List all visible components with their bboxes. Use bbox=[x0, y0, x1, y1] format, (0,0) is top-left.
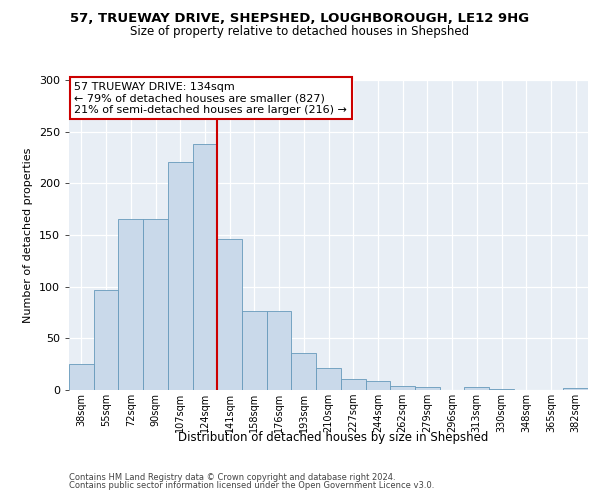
Bar bbox=[69, 364, 94, 390]
Text: Distribution of detached houses by size in Shepshed: Distribution of detached houses by size … bbox=[178, 431, 488, 444]
Bar bbox=[341, 378, 365, 390]
Bar bbox=[563, 388, 588, 390]
Bar bbox=[217, 239, 242, 390]
Text: 57 TRUEWAY DRIVE: 134sqm
← 79% of detached houses are smaller (827)
21% of semi-: 57 TRUEWAY DRIVE: 134sqm ← 79% of detach… bbox=[74, 82, 347, 115]
Bar bbox=[193, 144, 217, 390]
Y-axis label: Number of detached properties: Number of detached properties bbox=[23, 148, 33, 322]
Text: Contains public sector information licensed under the Open Government Licence v3: Contains public sector information licen… bbox=[69, 481, 434, 490]
Bar bbox=[143, 220, 168, 390]
Bar bbox=[489, 389, 514, 390]
Bar bbox=[168, 162, 193, 390]
Bar bbox=[464, 387, 489, 390]
Bar bbox=[118, 220, 143, 390]
Bar bbox=[94, 290, 118, 390]
Bar bbox=[415, 387, 440, 390]
Text: 57, TRUEWAY DRIVE, SHEPSHED, LOUGHBOROUGH, LE12 9HG: 57, TRUEWAY DRIVE, SHEPSHED, LOUGHBOROUG… bbox=[70, 12, 530, 26]
Text: Contains HM Land Registry data © Crown copyright and database right 2024.: Contains HM Land Registry data © Crown c… bbox=[69, 472, 395, 482]
Bar bbox=[316, 368, 341, 390]
Bar bbox=[242, 312, 267, 390]
Bar bbox=[292, 353, 316, 390]
Bar bbox=[267, 312, 292, 390]
Text: Size of property relative to detached houses in Shepshed: Size of property relative to detached ho… bbox=[130, 25, 470, 38]
Bar bbox=[390, 386, 415, 390]
Bar bbox=[365, 380, 390, 390]
